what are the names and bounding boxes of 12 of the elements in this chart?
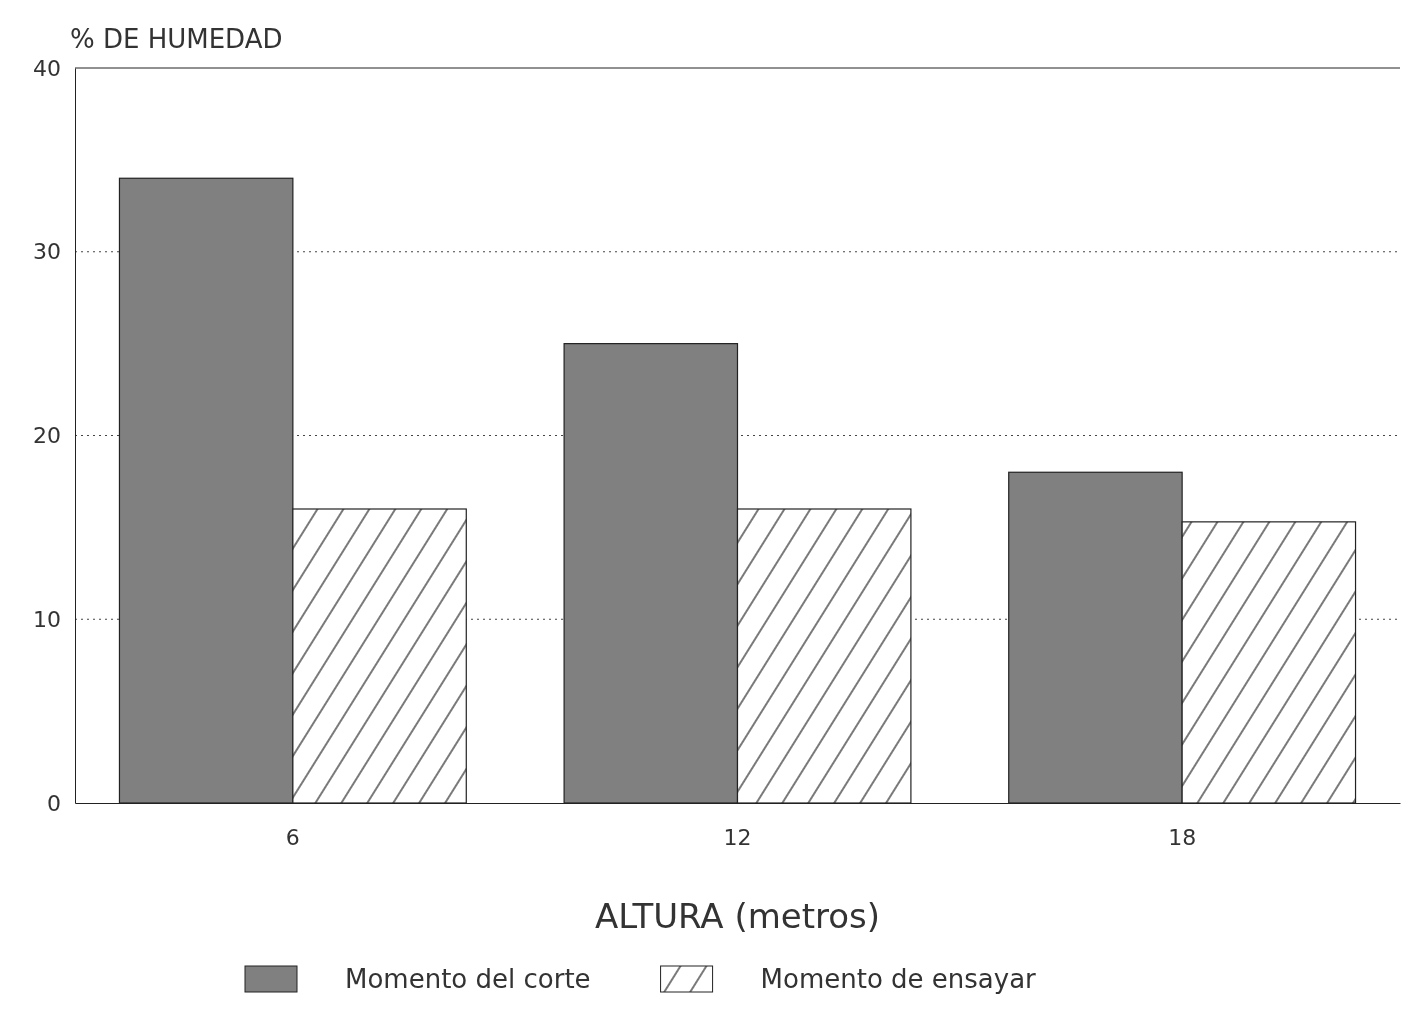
x-tick-label: 18 — [1168, 824, 1197, 850]
y-tick-label: 0 — [47, 790, 61, 816]
y-tick-label: 40 — [33, 55, 61, 81]
legend-label: Momento de ensayar — [760, 964, 1037, 994]
y-tick-label: 30 — [33, 239, 61, 265]
x-tick-label: 6 — [285, 824, 300, 850]
x-tick-label: 12 — [723, 824, 752, 850]
x-axis-title: ALTURA (metros) — [594, 896, 881, 936]
y-axis-title: % DE HUMEDAD — [70, 24, 283, 54]
legend-label: Momento del corte — [345, 964, 591, 994]
y-tick-label: 20 — [33, 423, 61, 449]
y-tick-label: 10 — [33, 606, 61, 632]
